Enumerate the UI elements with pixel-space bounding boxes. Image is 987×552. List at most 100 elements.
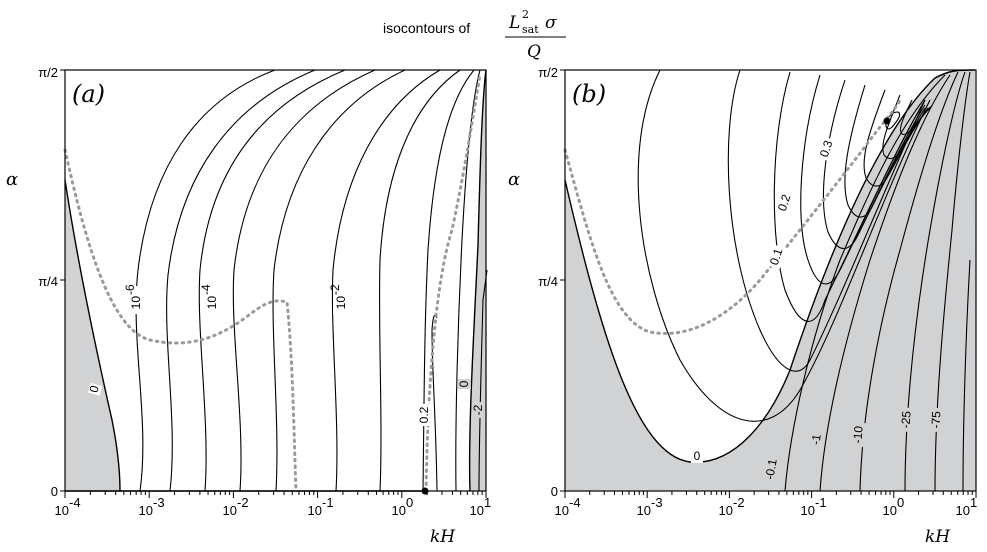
svg-text:10: 10 — [129, 296, 143, 310]
svg-text:0.3: 0.3 — [817, 138, 836, 159]
svg-text:1: 1 — [484, 495, 491, 510]
panel-a-shaded-left — [65, 180, 120, 491]
panel-b-contour — [727, 69, 926, 372]
svg-text:10: 10 — [555, 503, 569, 518]
panel-b-contours — [564, 69, 976, 492]
svg-text:0: 0 — [87, 384, 102, 394]
panel-b-contour-zero — [564, 69, 976, 463]
panel-b-xtick-labels: 10 -4 10 -3 10 -2 10 -1 10 0 10 1 — [555, 495, 978, 518]
svg-text:-2: -2 — [471, 404, 485, 415]
panel-b-ylabel: α — [508, 169, 520, 190]
svg-text:10: 10 — [139, 503, 153, 518]
panel-b-contour-labels: 0 0.1 0.2 0.3 -0.1 -1 — [691, 136, 944, 484]
panel-a-contours — [64, 69, 488, 492]
panel-b: 0 0.1 0.2 0.3 -0.1 -1 — [508, 65, 977, 547]
panel-b-label: (b) — [572, 80, 606, 108]
panel-b-contour — [819, 74, 951, 492]
svg-text:-2: -2 — [733, 495, 745, 510]
panel-a-dotted-curve — [63, 148, 298, 493]
panel-b-contour — [800, 74, 926, 285]
panel-b-contour — [637, 69, 931, 422]
panel-b-contour — [882, 94, 931, 160]
svg-text:-3: -3 — [651, 495, 663, 510]
panel-a-contour-label: 10 -6 — [123, 284, 144, 314]
svg-text:10: 10 — [883, 503, 897, 518]
panel-a-contour — [166, 69, 316, 492]
panel-a-xticks — [64, 491, 487, 498]
panel-b-contour — [784, 74, 946, 492]
svg-text:-10: -10 — [850, 425, 865, 444]
svg-text:10: 10 — [392, 503, 406, 518]
svg-text:0.1: 0.1 — [767, 246, 786, 267]
panel-a-contour-label: 0 — [457, 379, 471, 389]
svg-text:-4: -4 — [569, 495, 581, 510]
svg-text:10: 10 — [637, 503, 651, 518]
panel-a-contour-zero-left — [64, 179, 121, 492]
panel-a-contour — [232, 69, 376, 492]
svg-text:0.2: 0.2 — [775, 192, 794, 213]
panel-b-contour-label: -25 — [898, 407, 915, 433]
panel-a-label: (a) — [72, 80, 105, 108]
panel-b-shaded-bottom — [565, 70, 976, 491]
panel-b-ytick-label: 0 — [551, 484, 558, 499]
header-prefix: isocontours of — [383, 20, 470, 36]
header-numerator-sym: σ — [545, 13, 557, 33]
panel-b-contour-label: 0.3 — [817, 136, 837, 162]
panel-a-contour — [422, 69, 475, 492]
svg-text:10: 10 — [55, 503, 69, 518]
panel-b-contour-label: 0.2 — [775, 190, 795, 216]
panel-a-ytick-label: 0 — [51, 484, 58, 499]
svg-text:10: 10 — [223, 503, 237, 518]
panel-a-contour-label: 0 — [87, 382, 103, 396]
svg-text:10: 10 — [205, 296, 219, 310]
svg-text:-2: -2 — [328, 284, 342, 295]
panel-b-contour-label: -10 — [850, 422, 867, 448]
svg-text:-1: -1 — [322, 495, 334, 510]
header-numerator: L — [508, 13, 520, 33]
panel-a-contour — [331, 69, 441, 492]
panel-b-marker — [883, 117, 891, 125]
panel-a-dotted-curve — [424, 73, 482, 493]
svg-text:-25: -25 — [898, 410, 913, 429]
svg-text:-1: -1 — [815, 495, 827, 510]
svg-text:10: 10 — [801, 503, 815, 518]
panel-a-frame — [64, 69, 487, 492]
panel-b-contour — [899, 99, 933, 135]
header-denominator: Q — [527, 42, 541, 62]
svg-text:-6: -6 — [123, 284, 137, 295]
panel-b-contour — [962, 259, 971, 492]
panel-b-ytick-label: π/2 — [538, 65, 558, 80]
svg-text:-0.1: -0.1 — [762, 458, 779, 481]
panel-a-contour — [135, 69, 276, 492]
svg-text:0.2: 0.2 — [417, 406, 431, 423]
panel-a-shaded-right — [469, 70, 486, 491]
figure-header: isocontours of L 2 sat σ Q — [383, 8, 566, 62]
svg-text:10: 10 — [470, 503, 484, 518]
panel-a-contour-zero-right — [468, 69, 487, 492]
panel-a-contour-label: 10 -2 — [328, 284, 349, 314]
svg-text:1: 1 — [970, 495, 977, 510]
panel-b-contour-label: -1 — [808, 429, 825, 450]
svg-text:10: 10 — [308, 503, 322, 518]
svg-text:0: 0 — [897, 495, 904, 510]
panel-a-contour-label: -2 — [471, 402, 485, 418]
panel-a-xtick-labels: 10 -4 10 -3 10 -2 10 -1 10 0 10 1 — [55, 495, 492, 518]
panel-b-contour-label: -75 — [929, 407, 944, 433]
panel-a-ylabel: α — [6, 169, 18, 190]
panel-a-xlabel: kH — [430, 527, 456, 547]
svg-text:-4: -4 — [69, 495, 81, 510]
panel-b-dotted-curve — [563, 98, 902, 335]
svg-text:10: 10 — [334, 296, 348, 310]
svg-text:-4: -4 — [199, 284, 213, 295]
header-numerator-sub: sat — [522, 23, 539, 36]
panel-a-contour — [198, 69, 346, 492]
svg-text:10: 10 — [719, 503, 733, 518]
panel-b-xticks — [564, 491, 977, 498]
panel-b-contour-label: 0.1 — [767, 244, 787, 270]
svg-text:-1: -1 — [808, 433, 823, 446]
svg-text:0: 0 — [457, 380, 471, 387]
panel-b-contour — [863, 89, 929, 187]
panel-b-contour-label: 0 — [691, 449, 703, 463]
svg-text:-2: -2 — [237, 495, 249, 510]
panel-a-contour-labels: 0 10 -6 10 -4 10 -2 0.2 — [87, 284, 485, 426]
